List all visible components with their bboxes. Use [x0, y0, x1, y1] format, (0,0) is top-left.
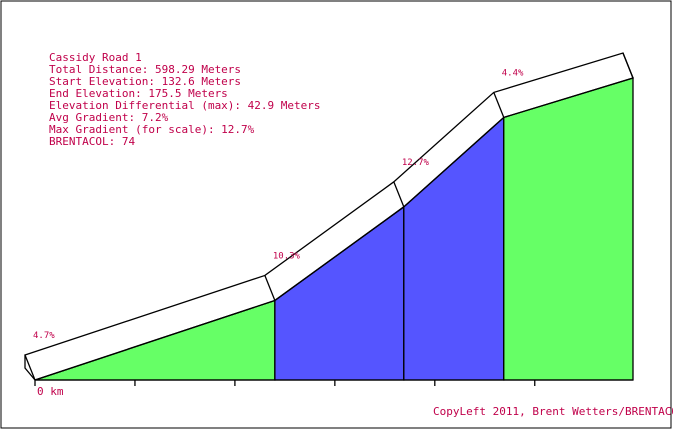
info-line: Max Gradient (for scale): 12.7%: [49, 123, 255, 136]
info-line: End Elevation: 175.5 Meters: [49, 87, 228, 100]
info-line: Total Distance: 598.29 Meters: [49, 63, 241, 76]
segment: [503, 77, 634, 381]
gradient-label: 10.3%: [273, 251, 301, 261]
gradient-label: 4.4%: [502, 68, 524, 78]
road-edge: [393, 181, 405, 208]
road-edge: [264, 275, 276, 301]
profile-line: [34, 77, 634, 381]
road-edge: [493, 92, 505, 118]
road-front-edge: [24, 355, 36, 381]
info-line: BRENTACOL: 74: [49, 135, 135, 148]
gradient-label: 4.7%: [33, 331, 55, 341]
info-line: Start Elevation: 132.6 Meters: [49, 75, 241, 88]
info-line: Elevation Differential (max): 42.9 Meter…: [49, 99, 321, 112]
road-edge: [622, 52, 634, 79]
footer: CopyLeft 2011, Brent Wetters/BRENTACOL: [433, 405, 673, 418]
info-line: Cassidy Road 1: [49, 51, 142, 64]
gradient-label: 12.7%: [402, 158, 430, 168]
x-origin-label: 0 km: [37, 385, 64, 398]
info-line: Avg Gradient: 7.2%: [49, 111, 169, 124]
